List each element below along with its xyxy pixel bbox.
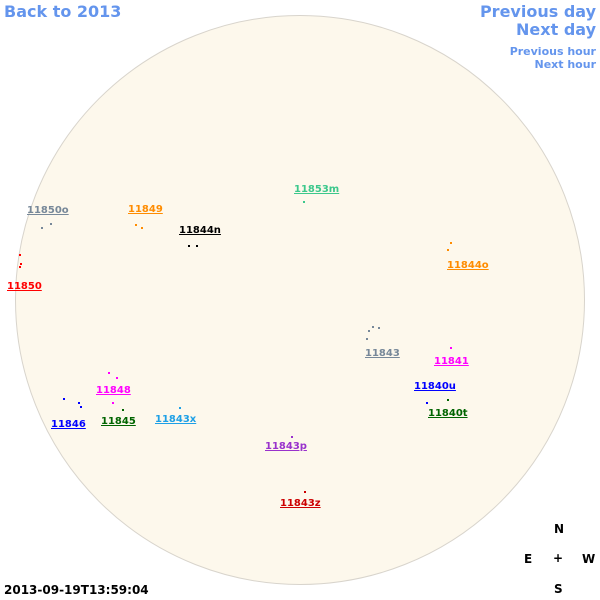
region-label-11846[interactable]: 11846 [51, 419, 86, 430]
sunspot [112, 402, 114, 404]
previous-day-link[interactable]: Previous day [479, 2, 596, 21]
region-label-11843x[interactable]: 11843x [155, 414, 197, 425]
sunspot [447, 399, 449, 401]
timestamp: 2013-09-19T13:59:04 [4, 583, 149, 597]
sunspot [179, 407, 181, 409]
region-label-11843z[interactable]: 11843z [280, 498, 321, 509]
sunspot [122, 409, 124, 411]
compass-south: S [554, 582, 563, 596]
sunspot [304, 491, 306, 493]
sunspot [63, 398, 65, 400]
region-label-11841[interactable]: 11841 [434, 356, 469, 367]
compass-east: E [524, 552, 533, 566]
sunspot [378, 327, 380, 329]
region-label-11850[interactable]: 11850 [7, 281, 42, 292]
sunspot [303, 201, 305, 203]
sunspot [368, 330, 370, 332]
region-label-11850o[interactable]: 11850o [27, 205, 69, 216]
region-label-11843p[interactable]: 11843p [265, 441, 307, 452]
sunspot [78, 402, 80, 404]
sunspot [447, 249, 449, 251]
sunspot [108, 372, 110, 374]
compass-north: N [554, 522, 565, 536]
sunspot [372, 326, 374, 328]
sunspot [450, 242, 452, 244]
sunspot [116, 377, 118, 379]
sunspot [450, 347, 452, 349]
sunspot [366, 338, 368, 340]
region-label-11840u[interactable]: 11840u [414, 381, 456, 392]
compass-west: W [582, 552, 596, 566]
region-label-11844o[interactable]: 11844o [447, 260, 489, 271]
sunspot [426, 402, 428, 404]
region-label-11845[interactable]: 11845 [101, 416, 136, 427]
sunspot [20, 263, 22, 265]
region-label-11853m[interactable]: 11853m [294, 184, 340, 195]
region-label-11849[interactable]: 11849 [128, 204, 163, 215]
sunspot [291, 436, 293, 438]
next-day-link[interactable]: Next day [516, 20, 596, 39]
region-label-11843[interactable]: 11843 [365, 348, 400, 359]
sunspot [135, 224, 137, 226]
sunspot [41, 227, 43, 229]
region-label-11848[interactable]: 11848 [96, 385, 131, 396]
sunspot [141, 227, 143, 229]
sunspot [50, 223, 52, 225]
next-hour-link[interactable]: Next hour [534, 58, 597, 71]
sunspot [80, 406, 82, 408]
previous-hour-link[interactable]: Previous hour [509, 45, 596, 58]
region-label-11844n[interactable]: 11844n [179, 225, 221, 236]
solar-disk [15, 15, 585, 585]
region-label-11840t[interactable]: 11840t [428, 408, 468, 419]
sunspot [19, 254, 21, 256]
sunspot [19, 266, 21, 268]
compass-center: + [553, 551, 564, 565]
back-to-year-link[interactable]: Back to 2013 [4, 2, 122, 21]
sunspot [196, 245, 198, 247]
sunspot [188, 245, 190, 247]
